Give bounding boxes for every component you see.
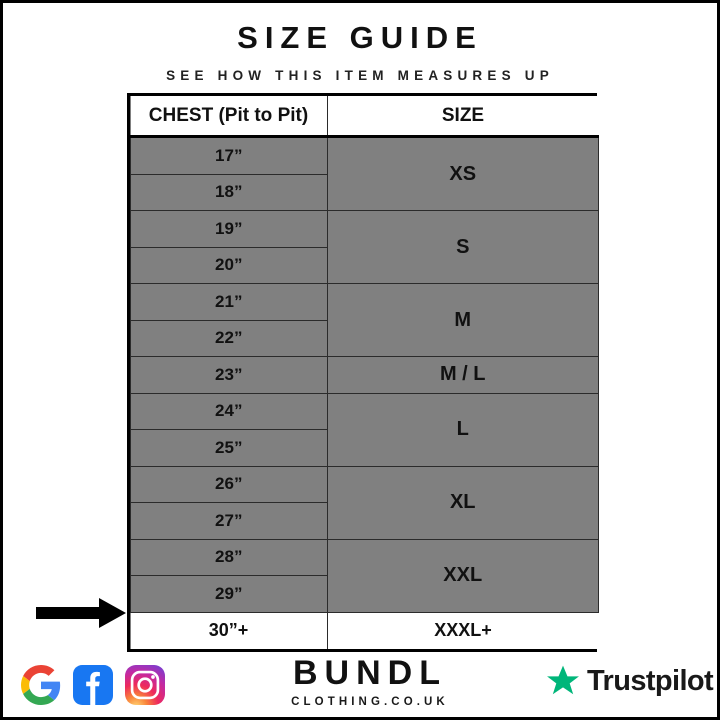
- footer: BUNDL CLOTHING.CO.UK Trustpilot: [3, 648, 720, 718]
- table-row-highlighted: 30”+ XXXL+: [130, 611, 599, 649]
- google-icon[interactable]: [21, 665, 61, 705]
- trustpilot-logo[interactable]: Trustpilot: [546, 664, 714, 698]
- measurement-cell: 20”: [130, 246, 328, 284]
- measurement-cell: 29”: [130, 575, 328, 613]
- size-cell: L: [326, 392, 599, 467]
- measurement-cell: 28”: [130, 538, 328, 576]
- trustpilot-name: Trustpilot: [587, 664, 714, 697]
- size-cell: XL: [326, 465, 599, 540]
- measurement-cell: 18”: [130, 173, 328, 211]
- measurement-cell: 21”: [130, 283, 328, 321]
- table-row: 17” XS: [130, 136, 599, 211]
- brand-domain: CLOTHING.CO.UK: [291, 696, 449, 708]
- table-row: 28” XXL: [130, 538, 599, 613]
- table-row: 20”: [130, 246, 599, 284]
- measurement-cell: 22”: [130, 319, 328, 357]
- table-row: 26” XL: [130, 465, 599, 540]
- social-links: [21, 665, 165, 705]
- table-header-row: CHEST (Pit to Pit) SIZE: [130, 96, 599, 138]
- size-cell: S: [326, 210, 599, 284]
- measurement-cell: 25”: [130, 429, 328, 467]
- size-cell: XXL: [326, 538, 599, 613]
- size-cell: XXXL+: [326, 611, 599, 649]
- measurement-cell: 23”: [130, 356, 328, 394]
- column-header-chest: CHEST (Pit to Pit): [130, 96, 328, 138]
- brand-name: BUNDL: [293, 654, 447, 692]
- size-cell: M / L: [326, 356, 599, 394]
- table-row: 27”: [130, 502, 599, 540]
- page-subtitle: SEE HOW THIS ITEM MEASURES UP: [166, 68, 554, 84]
- table-row: 24” L: [130, 392, 599, 467]
- star-icon: [547, 665, 579, 695]
- size-chart: CHEST (Pit to Pit) SIZE 17” XS 18” 19” S: [127, 93, 599, 652]
- table-row: 21” M: [130, 283, 599, 357]
- measurement-cell: 26”: [130, 465, 328, 503]
- table-row: 29”: [130, 575, 599, 613]
- measurement-cell: 19”: [130, 210, 328, 248]
- measurement-cell: 27”: [130, 502, 328, 540]
- page-title: SIZE GUIDE: [237, 20, 483, 55]
- size-cell: M: [326, 283, 599, 357]
- table-row: 25”: [130, 429, 599, 467]
- table-row: 18”: [130, 173, 599, 211]
- table-row: 23” M / L: [130, 356, 599, 394]
- size-table: CHEST (Pit to Pit) SIZE 17” XS 18” 19” S: [130, 96, 599, 649]
- instagram-icon[interactable]: [125, 665, 165, 705]
- facebook-icon[interactable]: [73, 665, 113, 705]
- column-header-size: SIZE: [326, 96, 599, 138]
- measurement-cell: 24”: [130, 392, 328, 430]
- size-cell: XS: [326, 136, 599, 211]
- table-row: 19” S: [130, 210, 599, 284]
- brand-logo: BUNDL CLOTHING.CO.UK: [265, 656, 475, 708]
- measurement-cell: 30”+: [130, 611, 328, 649]
- measurement-cell: 17”: [130, 136, 328, 175]
- right-arrow-icon: [36, 598, 126, 628]
